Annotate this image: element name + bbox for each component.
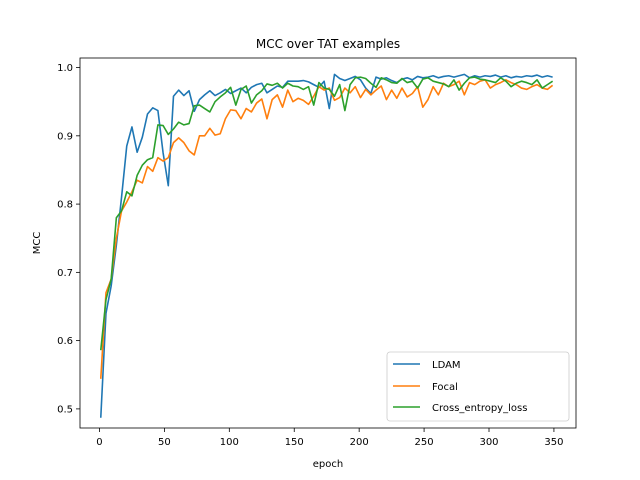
y-tick-label: 0.5 <box>57 404 73 415</box>
x-tick-label: 350 <box>544 437 563 448</box>
y-tick-label: 0.9 <box>57 131 73 142</box>
x-tick-label: 300 <box>479 437 498 448</box>
x-tick-label: 200 <box>350 437 369 448</box>
x-tick-label: 50 <box>158 437 171 448</box>
series-lines <box>99 73 554 418</box>
x-tick-label: 250 <box>415 437 434 448</box>
y-tick-label: 0.7 <box>57 268 73 279</box>
series-line-ldam <box>99 73 553 418</box>
legend: LDAM Focal Cross_entropy_loss <box>386 351 570 422</box>
legend-label-focal: Focal <box>432 382 458 393</box>
x-tick-label: 0 <box>96 437 102 448</box>
legend-label-cross-entropy: Cross_entropy_loss <box>432 403 527 414</box>
y-tick-label: 0.8 <box>57 200 73 211</box>
x-tick-label: 100 <box>220 437 239 448</box>
y-tick-label: 0.6 <box>57 336 73 347</box>
legend-label-ldam: LDAM <box>432 360 461 371</box>
series-line-cross-entropy-loss <box>99 76 554 351</box>
chart-title: MCC over TAT examples <box>256 37 400 51</box>
y-axis-ticks: 0.5 0.6 0.7 0.8 0.9 1.0 <box>57 63 80 415</box>
legend-box <box>386 351 570 422</box>
x-axis-label: epoch <box>313 459 343 470</box>
x-tick-label: 150 <box>285 437 304 448</box>
plot-frame <box>79 57 577 429</box>
x-axis-ticks: 0 50 100 150 200 250 300 350 <box>96 428 563 448</box>
y-tick-label: 1.0 <box>57 63 73 74</box>
y-axis-label: MCC <box>32 232 43 255</box>
